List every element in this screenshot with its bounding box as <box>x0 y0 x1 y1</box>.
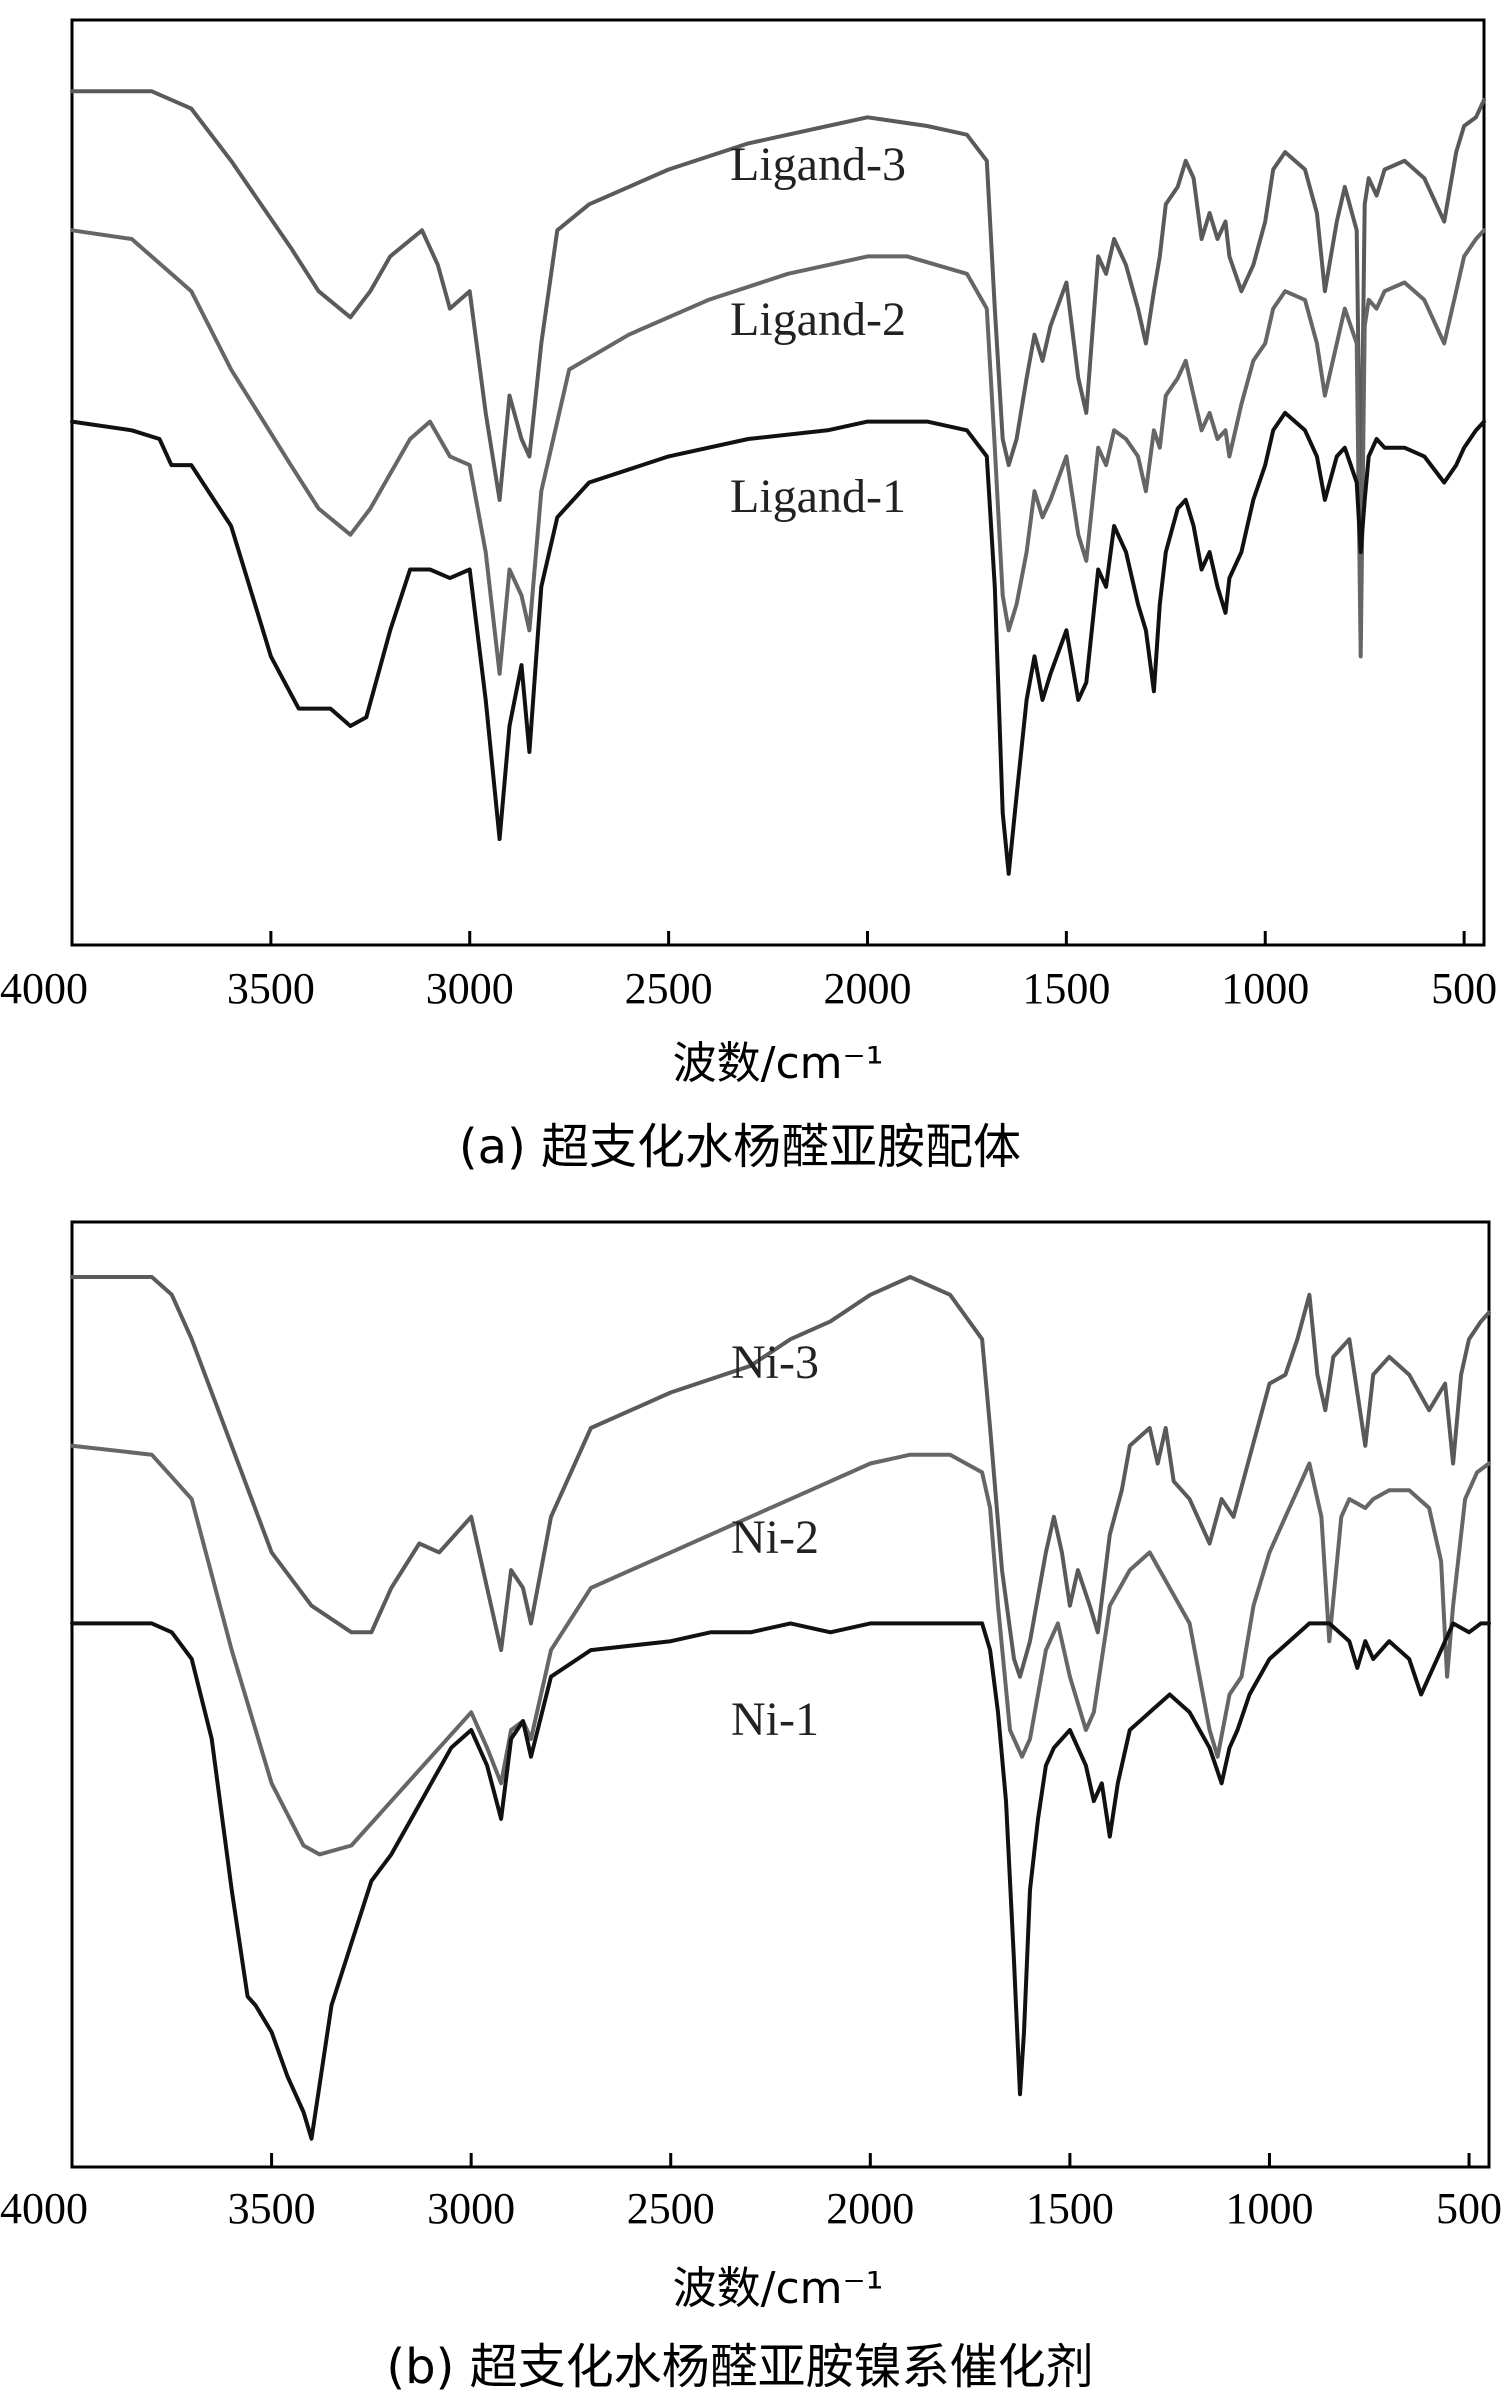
spectrum-line-ligand-3 <box>70 89 1486 528</box>
plot-frame-a <box>70 18 1486 947</box>
x-tick-label-a-2500: 2500 <box>625 964 713 1013</box>
series-label-ni-2: Ni-2 <box>731 1511 819 1564</box>
caption-b: (b) 超支化水杨醛亚胺镍系催化剂 <box>386 2339 1093 2395</box>
x-tick-label-b-2000: 2000 <box>826 2184 914 2233</box>
spectrum-line-ligand-1 <box>70 410 1486 876</box>
x-tick-label-a-1000: 1000 <box>1221 964 1309 1013</box>
curves-b <box>70 1275 1491 2141</box>
series-label-ligand-3: Ligand-3 <box>730 138 906 191</box>
x-tick-label-b-1000: 1000 <box>1225 2184 1313 2233</box>
x-tick-label-b-500: 500 <box>1436 2184 1502 2233</box>
x-tick-label-b-3000: 3000 <box>427 2184 515 2233</box>
x-tick-label-a-4000: 4000 <box>0 964 88 1013</box>
x-axis-label-a: 波数/cm⁻¹ <box>673 1038 884 1089</box>
x-tick-label-a-500: 500 <box>1431 964 1497 1013</box>
series-label-ni-1: Ni-1 <box>731 1693 819 1746</box>
x-tick-label-b-1500: 1500 <box>1026 2184 1114 2233</box>
x-tick-label-b-4000: 4000 <box>0 2184 88 2233</box>
x-ticks-a: 4000 3500 3000 2500 2000 1500 1000 500 <box>0 931 1497 1013</box>
spectrum-line-ni-3 <box>70 1275 1491 1679</box>
spectrum-line-ni-2 <box>70 1443 1491 1857</box>
x-tick-label-a-3000: 3000 <box>426 964 514 1013</box>
curves-a <box>70 89 1486 876</box>
spectrum-line-ni-1 <box>70 1621 1491 2141</box>
panel-b: Ni-3 Ni-2 Ni-1 4000 3500 3000 2500 2000 1500 100… <box>0 1220 1502 2395</box>
series-label-ligand-2: Ligand-2 <box>730 293 906 346</box>
x-tick-label-a-1500: 1500 <box>1022 964 1110 1013</box>
x-tick-label-a-2000: 2000 <box>823 964 911 1013</box>
caption-a: (a) 超支化水杨醛亚胺配体 <box>459 1119 1021 1175</box>
series-label-ni-3: Ni-3 <box>731 1336 819 1389</box>
x-tick-label-b-3500: 3500 <box>228 2184 316 2233</box>
plot-frame-b <box>70 1220 1491 2169</box>
x-tick-label-b-2500: 2500 <box>627 2184 715 2233</box>
series-labels-a: Ligand-3 Ligand-2 Ligand-1 <box>730 138 906 523</box>
series-label-ligand-1: Ligand-1 <box>730 470 906 523</box>
series-labels-b: Ni-3 Ni-2 Ni-1 <box>731 1336 819 1746</box>
x-axis-label-b: 波数/cm⁻¹ <box>673 2263 884 2314</box>
spectrum-line-ligand-2 <box>70 228 1486 676</box>
x-ticks-b: 4000 3500 3000 2500 2000 1500 1000 500 <box>0 2153 1502 2233</box>
x-tick-label-a-3500: 3500 <box>227 964 315 1013</box>
panel-a: Ligand-3 Ligand-2 Ligand-1 4000 3500 3000 250… <box>0 18 1497 1175</box>
